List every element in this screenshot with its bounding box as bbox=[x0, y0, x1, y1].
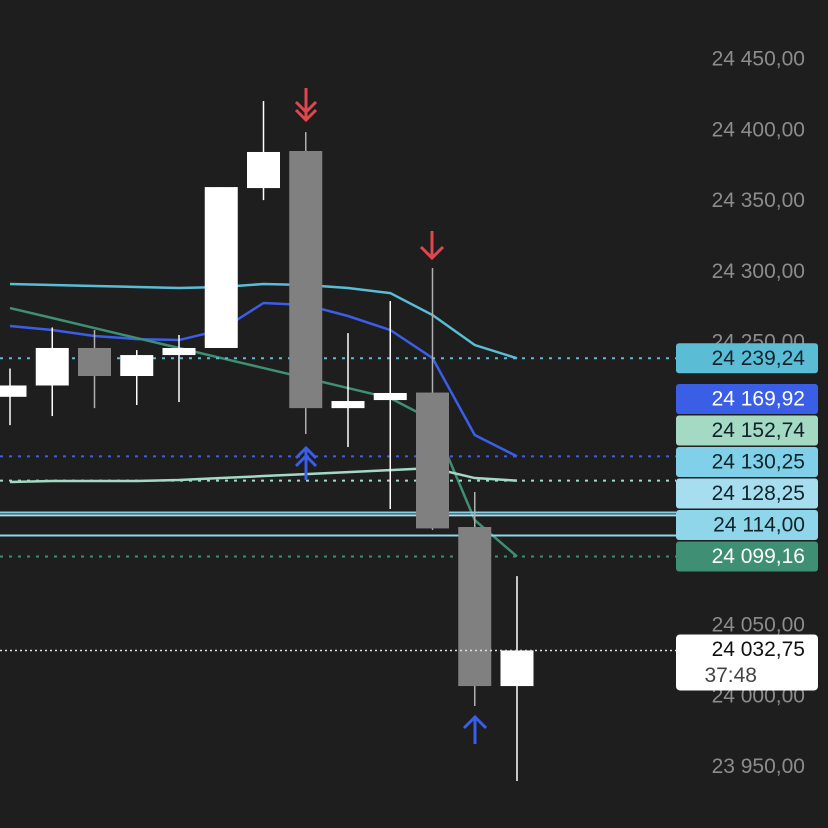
candle-body bbox=[289, 150, 323, 409]
price-badge-label: 24 239,24 bbox=[712, 347, 806, 370]
bar-countdown: 37:48 bbox=[704, 664, 757, 687]
price-badge bbox=[676, 509, 818, 540]
price-badge bbox=[676, 415, 818, 446]
price-badge-label: 24 128,25 bbox=[712, 482, 805, 505]
candle-body bbox=[416, 392, 449, 529]
price-badge-label: 24 130,25 bbox=[712, 451, 805, 474]
candle-body bbox=[247, 151, 280, 189]
candle-body bbox=[373, 392, 407, 401]
plot bbox=[0, 101, 676, 782]
y-tick-label: 24 450,00 bbox=[712, 48, 805, 71]
candle-body bbox=[35, 347, 69, 386]
last-price-badge bbox=[676, 634, 818, 691]
moving-average bbox=[9, 282, 518, 360]
y-tick-label: 24 050,00 bbox=[712, 614, 805, 637]
candle-body bbox=[204, 187, 238, 348]
candle-body bbox=[0, 385, 27, 397]
candle-body bbox=[78, 347, 111, 377]
signal-sell bbox=[294, 88, 318, 123]
price-badge-label: 24 099,16 bbox=[712, 545, 805, 568]
candle-body bbox=[458, 526, 492, 687]
price-badge bbox=[676, 383, 818, 414]
candle-body bbox=[162, 347, 196, 356]
candle-body bbox=[331, 401, 365, 409]
price-badge bbox=[676, 343, 818, 374]
price-badge-label: 24 114,00 bbox=[713, 514, 805, 537]
y-tick-label: 24 350,00 bbox=[712, 189, 805, 212]
price-badge bbox=[676, 478, 818, 509]
signal-buy bbox=[294, 445, 318, 480]
price-badge bbox=[676, 541, 818, 572]
candle-body bbox=[500, 650, 534, 687]
price-badge-label: 24 169,92 bbox=[712, 388, 805, 411]
y-tick-label: 24 400,00 bbox=[712, 118, 805, 141]
candle-body bbox=[120, 355, 154, 377]
signal-buy bbox=[462, 714, 488, 744]
y-tick-label: 23 950,00 bbox=[712, 755, 805, 778]
last-price-label: 24 032,75 bbox=[712, 638, 805, 661]
signal-sell bbox=[419, 231, 445, 261]
price-badge-label: 24 152,74 bbox=[712, 419, 806, 442]
price-badge bbox=[676, 446, 818, 477]
y-tick-label: 24 300,00 bbox=[712, 260, 805, 283]
